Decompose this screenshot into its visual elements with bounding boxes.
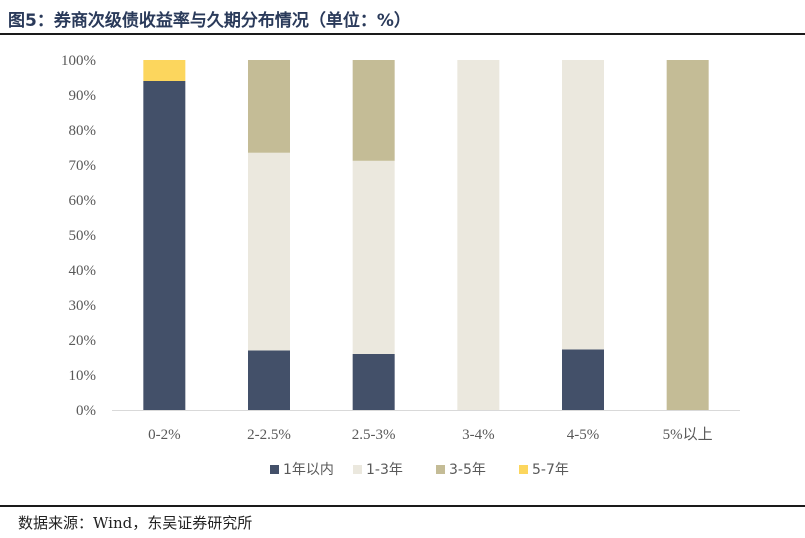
bar-segment xyxy=(143,81,186,410)
bottom-divider xyxy=(0,505,805,507)
bar-segment xyxy=(352,160,395,354)
bar-segment xyxy=(143,60,186,81)
bar-segment xyxy=(666,60,709,410)
y-tick-label: 80% xyxy=(69,123,97,139)
y-tick-label: 10% xyxy=(69,368,97,384)
y-tick-label: 40% xyxy=(69,263,97,279)
bar-segment xyxy=(352,354,395,410)
y-tick-label: 0% xyxy=(76,403,96,419)
y-tick-label: 30% xyxy=(69,298,97,314)
x-tick-label: 4-5% xyxy=(567,427,600,443)
y-tick-label: 20% xyxy=(69,333,97,349)
source-note: 数据来源：Wind，东吴证券研究所 xyxy=(18,514,253,532)
legend-swatch xyxy=(353,465,362,474)
y-tick-label: 70% xyxy=(69,158,97,174)
top-divider xyxy=(0,33,805,35)
legend-label: 3-5年 xyxy=(449,462,486,478)
y-tick-label: 100% xyxy=(61,53,96,69)
bar-segment xyxy=(248,152,290,351)
x-tick-label: 5%以上 xyxy=(663,426,713,443)
bar-segment xyxy=(248,350,290,410)
y-tick-label: 90% xyxy=(69,88,97,104)
bar-segment xyxy=(562,60,604,350)
legend-swatch xyxy=(519,465,528,474)
x-tick-label: 2-2.5% xyxy=(247,427,291,443)
bar-segment xyxy=(562,349,604,410)
x-tick-label: 0-2% xyxy=(148,427,181,443)
bar-segment xyxy=(457,60,500,410)
page-title: 图5：券商次级债收益率与久期分布情况（单位：%） xyxy=(8,11,411,31)
stacked-bar-chart: 0% 10% 20% 30% 40% 50% 60% 70% 80% 90% 100% 0-2% 2-2… xyxy=(61,53,740,478)
header: 图5：券商次级债收益率与久期分布情况（单位：%） xyxy=(4,2,801,32)
bar-segment xyxy=(352,60,395,161)
legend-swatch xyxy=(436,465,445,474)
bar-segment xyxy=(248,60,290,153)
legend-label: 1-3年 xyxy=(366,462,403,478)
y-tick-label: 50% xyxy=(69,228,97,244)
legend-label: 1年以内 xyxy=(283,462,334,478)
legend-label: 5-7年 xyxy=(532,462,569,478)
y-tick-label: 60% xyxy=(69,193,97,209)
x-tick-label: 3-4% xyxy=(462,427,495,443)
legend-swatch xyxy=(270,465,279,474)
x-tick-label: 2.5-3% xyxy=(352,427,396,443)
